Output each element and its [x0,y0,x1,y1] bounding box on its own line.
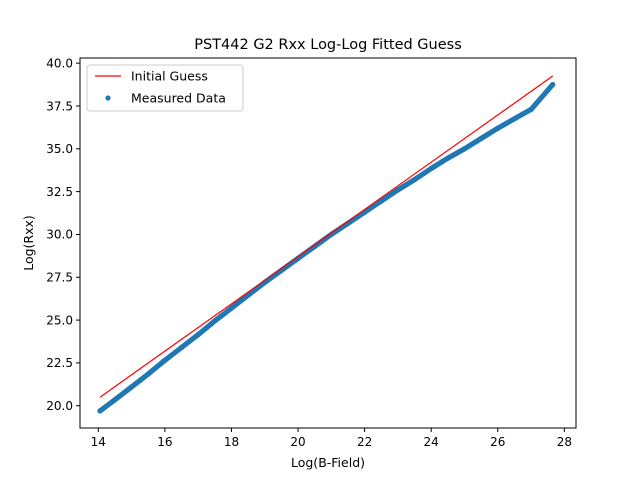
y-tick-label: 35.0 [46,142,73,156]
plot-content [97,75,556,414]
measured-data-point [228,305,235,311]
measured-data-point [395,187,401,193]
measured-data-point [195,332,201,338]
y-tick-label: 40.0 [46,56,73,70]
measured-data-point [528,106,534,112]
measured-data-point [428,165,434,172]
measured-data-point [511,116,518,122]
legend-dot-swatch [105,95,111,101]
legend-label-initial-guess: Initial Guess [131,69,208,84]
y-axis-label: Log(Rxx) [21,215,36,271]
measured-data-point [378,198,384,204]
measured-data-point [245,292,251,298]
measured-data-point [145,371,151,377]
measured-data-point [178,344,185,351]
y-tick-label: 22.5 [46,356,73,370]
measured-data-point [461,146,468,152]
axes-frame [79,57,577,429]
y-tick-label: 37.5 [46,99,73,113]
y-tick-label: 25.0 [46,313,73,327]
x-axis-label: Log(B-Field) [291,455,365,470]
y-tick-label: 27.5 [46,271,73,285]
y-tick-label: 20.0 [46,399,73,413]
x-tick-label: 24 [424,435,439,449]
measured-data-point [328,231,334,238]
legend-box [86,64,244,112]
x-tick-label: 22 [357,435,372,449]
legend-label-measured-data: Measured Data [131,91,226,106]
y-tick-label: 32.5 [46,185,73,199]
measured-data-point [550,81,556,88]
x-tick-label: 16 [157,435,172,449]
measured-data-point [212,318,218,324]
measured-data-point [411,177,418,183]
measured-data-point [478,135,484,142]
measured-data-point [495,125,501,131]
y-tick-label: 30.0 [46,228,73,242]
y-axis-ticks: 20.0 22.5 25.0 27.5 30.0 32.5 35.0 37.5 40.0 [46,56,80,413]
x-tick-label: 18 [224,435,239,449]
measured-data-point [112,397,118,403]
x-axis-ticks: 14 16 18 20 22 24 26 28 [91,428,572,449]
measured-data-point-band [97,81,556,414]
measured-data-point [445,155,451,161]
measured-data-point [97,408,103,414]
x-tick-label: 28 [557,435,572,449]
x-tick-label: 26 [490,435,505,449]
chart-title: PST442 G2 Rxx Log-Log Fitted Guess [194,37,462,53]
measured-data-point [162,357,168,363]
x-tick-label: 14 [91,435,106,449]
measured-data-point [128,384,135,390]
legend: Initial Guess Measured Data [86,64,244,112]
initial-guess-line [99,75,554,398]
x-tick-label: 20 [290,435,305,449]
